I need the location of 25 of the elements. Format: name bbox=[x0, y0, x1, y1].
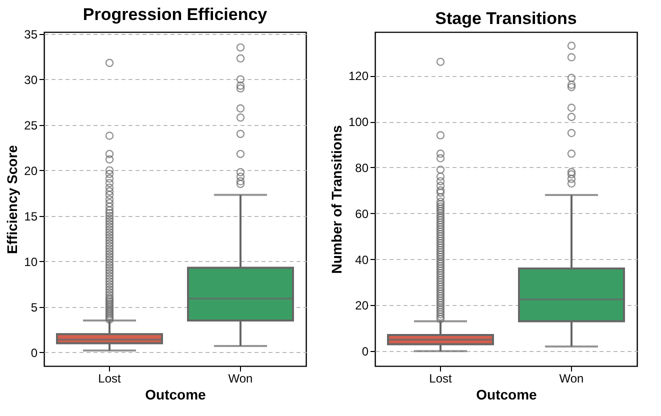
y-tick-label: 35 bbox=[24, 27, 38, 42]
y-tick-label: 100 bbox=[348, 115, 369, 130]
y-tick-label: 15 bbox=[24, 209, 38, 224]
y-tick-label: 60 bbox=[355, 206, 369, 221]
x-tick-label: Won bbox=[228, 372, 253, 386]
y-axis-title: Number of Transitions bbox=[328, 125, 344, 274]
y-tick-label: 10 bbox=[24, 254, 38, 269]
y-tick-label: 40 bbox=[355, 252, 369, 267]
y-tick-label: 20 bbox=[355, 298, 369, 313]
x-axis-title: Outcome bbox=[145, 386, 206, 402]
y-tick-label: 25 bbox=[24, 118, 38, 132]
y-tick-label: 0 bbox=[362, 344, 369, 359]
chart-title: Progression Efficiency bbox=[82, 4, 268, 24]
x-tick-label: Lost bbox=[98, 372, 122, 386]
y-axis-title: Efficiency Score bbox=[4, 144, 20, 254]
y-tick-label: 0 bbox=[30, 346, 38, 360]
y-tick-label: 20 bbox=[24, 164, 38, 178]
x-tick-label: Won bbox=[559, 372, 584, 386]
chart-title: Stage Transitions bbox=[435, 9, 577, 28]
y-tick-label: 30 bbox=[24, 72, 38, 87]
y-tick-label: 80 bbox=[355, 160, 369, 175]
x-tick-label: Lost bbox=[429, 372, 453, 386]
x-axis-title: Outcome bbox=[476, 386, 538, 402]
y-tick-label: 5 bbox=[30, 300, 38, 314]
y-tick-label: 120 bbox=[348, 69, 369, 84]
